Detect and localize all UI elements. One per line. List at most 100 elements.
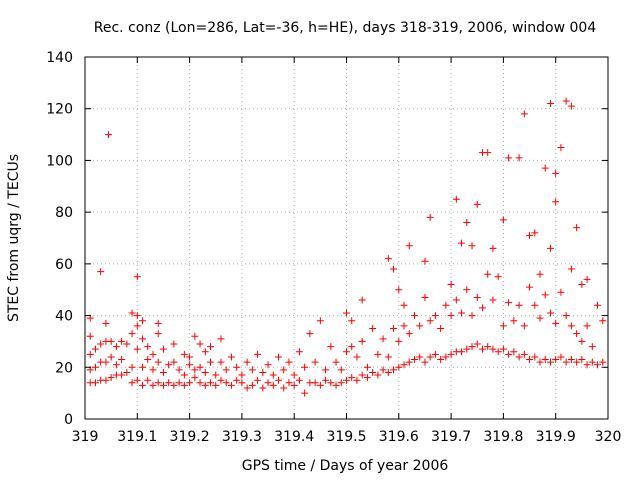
data-point [327,379,335,387]
data-point [546,100,554,108]
data-point [573,358,581,366]
data-point [243,358,251,366]
data-point [105,131,113,139]
data-point [144,356,152,364]
data-point [536,314,544,322]
data-point [86,350,94,358]
data-point [217,358,225,366]
data-point [426,353,434,361]
data-point [458,239,466,247]
data-point [562,312,570,320]
data-point [573,224,581,232]
data-point [421,293,429,301]
data-point [170,340,178,348]
data-point [437,325,445,332]
data-point [578,337,586,345]
data-point [358,296,366,304]
data-point [468,343,476,351]
data-point [473,293,481,301]
data-point [227,353,235,361]
data-point [217,335,225,343]
data-point [390,325,398,332]
data-point [494,273,502,281]
data-point [144,376,152,384]
data-point [578,281,586,289]
data-point [400,322,408,330]
data-point [578,356,586,364]
data-point [489,296,497,304]
data-point [546,244,554,252]
y-tick-label: 0 [64,412,73,428]
data-point [499,345,507,353]
data-point [180,371,188,379]
data-point [562,97,570,105]
data-point [133,376,141,384]
data-point [316,381,324,389]
data-point [546,358,554,366]
data-point [458,309,466,317]
data-point [374,350,382,358]
data-point [410,356,418,364]
data-point [473,200,481,208]
x-tick-label: 319.3 [222,429,262,445]
data-point [112,361,120,369]
x-tick-label: 319.5 [326,429,366,445]
data-point [337,379,345,387]
data-point [123,340,131,348]
data-point [337,366,345,374]
x-tick-label: 320 [595,429,622,445]
data-point [421,358,429,366]
data-point [107,374,115,382]
data-point [384,255,392,263]
data-point [505,299,513,307]
data-point [222,379,230,387]
data-point [562,358,570,366]
data-point [416,322,424,330]
data-point [217,376,225,384]
data-point [468,242,476,250]
data-point [384,353,392,361]
data-point [269,381,277,389]
data-point [222,366,230,374]
data-point [557,144,565,151]
data-point [348,343,356,351]
y-tick-label: 140 [46,50,73,66]
data-point [484,270,492,278]
x-tick-label: 319.1 [117,429,157,445]
x-tick-label: 319.9 [536,429,576,445]
data-point [316,317,324,325]
data-point [520,322,528,330]
data-point [170,381,178,389]
data-point [280,366,288,374]
data-point [515,301,523,309]
y-axis-title: STEC from uqrg / TECUs [6,154,22,322]
data-point [400,361,408,369]
data-point [180,350,188,358]
data-point [358,371,366,379]
data-point [264,379,272,387]
data-point [165,379,173,387]
data-point [541,291,549,299]
data-point [254,350,262,358]
data-point [567,356,575,364]
data-point [526,231,534,239]
chart-title: Rec. conz (Lon=286, Lat=-36, h=HE), days… [94,20,597,36]
data-point [594,361,602,369]
data-point [410,312,418,320]
data-point [588,343,596,351]
data-point [285,358,293,366]
data-point [139,363,147,371]
data-point [107,353,115,361]
data-point [238,371,246,379]
data-point [463,286,471,294]
data-point [452,296,460,304]
data-point [552,356,560,364]
x-tick-label: 319.7 [431,429,471,445]
data-point [149,366,157,374]
data-point [557,288,565,296]
data-point [390,265,398,273]
data-point [128,363,136,371]
data-point [536,358,544,366]
data-point [248,366,256,374]
